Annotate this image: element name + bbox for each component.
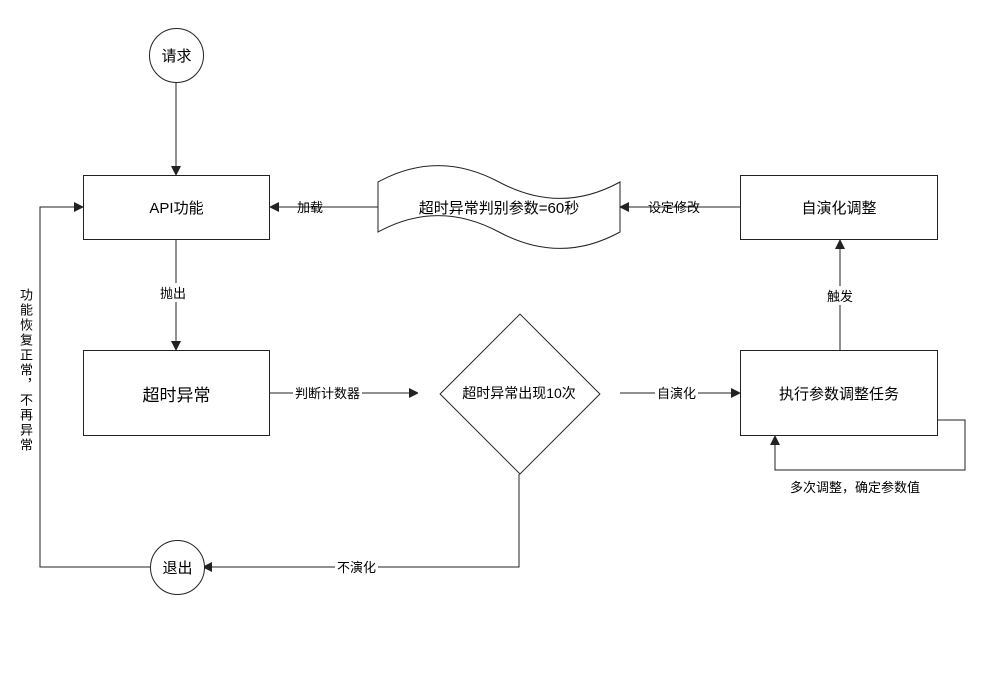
label-self-evolve: 自演化 <box>655 383 698 402</box>
node-task: 执行参数调整任务 <box>740 350 938 436</box>
label-loop: 多次调整，确定参数值 <box>790 477 920 496</box>
node-exit: 退出 <box>150 540 205 595</box>
node-api-label: API功能 <box>149 197 203 218</box>
node-task-label: 执行参数调整任务 <box>779 383 899 404</box>
node-doc-label: 超时异常判别参数=60秒 <box>378 197 620 218</box>
node-api: API功能 <box>83 175 270 240</box>
node-exit-label: 退出 <box>162 557 192 578</box>
label-no-evolve: 不演化 <box>335 557 378 576</box>
node-evolve: 自演化调整 <box>740 175 938 240</box>
label-set-modify: 设定修改 <box>648 197 700 216</box>
node-timeout-exception: 超时异常 <box>83 350 270 436</box>
node-decision-label: 超时异常出现10次 <box>462 383 576 403</box>
label-trigger: 触发 <box>825 286 855 305</box>
node-decision: 超时异常出现10次 <box>418 312 620 474</box>
label-throw: 抛出 <box>158 283 188 302</box>
node-start-label: 请求 <box>161 45 191 66</box>
label-left-side: 功能恢复正常，不再异常 <box>16 288 35 453</box>
node-start: 请求 <box>149 28 204 83</box>
node-timeout-label: 超时异常 <box>143 381 211 406</box>
label-judge: 判断计数器 <box>293 383 362 402</box>
flowchart-canvas: 请求 API功能 自演化调整 超时异常 执行参数调整任务 超时异常判别参数=60… <box>0 0 1000 685</box>
node-evolve-label: 自演化调整 <box>801 197 876 218</box>
label-load: 加载 <box>297 197 323 216</box>
